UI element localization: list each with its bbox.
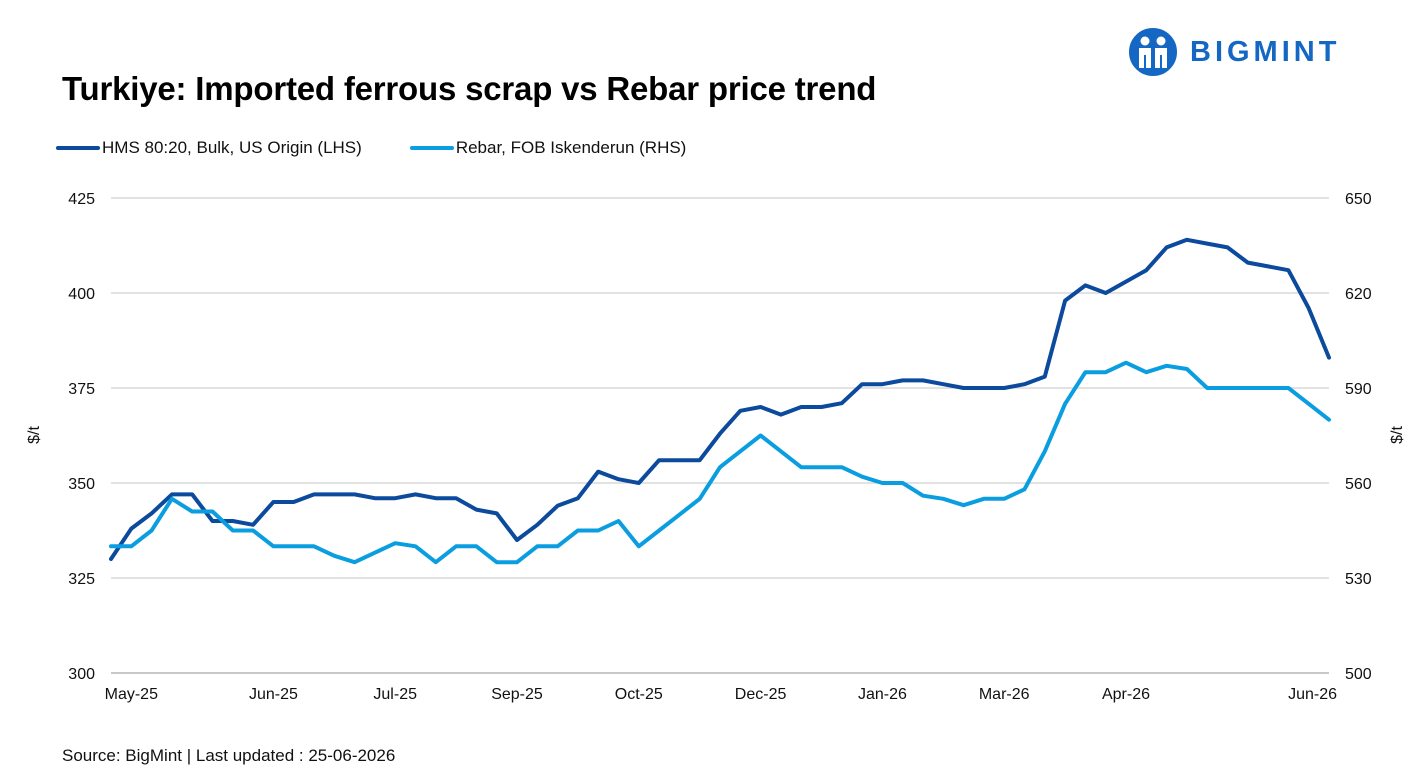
x-tick-label: Dec-25 [735, 686, 787, 703]
bigmint-logo-icon [1129, 28, 1177, 76]
x-tick-label: Mar-26 [979, 686, 1030, 703]
series-lines [109, 237, 1331, 565]
left-axis-ticks: 425 400 375 350 325 300 [68, 191, 95, 683]
legend-label-hms: HMS 80:20, Bulk, US Origin (LHS) [102, 138, 362, 157]
chart-title: Turkiye: Imported ferrous scrap vs Rebar… [62, 70, 877, 107]
brand-logo: BIGMINT [1128, 24, 1340, 80]
right-tick-label: 590 [1345, 381, 1372, 398]
left-tick-label: 300 [68, 666, 95, 683]
right-tick-label: 530 [1345, 571, 1372, 588]
legend-item-hms: HMS 80:20, Bulk, US Origin (LHS) [56, 138, 362, 158]
x-tick-label: Jun-26 [1288, 686, 1337, 703]
source-note: Source: BigMint | Last updated : 25-06-2… [62, 746, 396, 765]
x-tick-label: Sep-25 [491, 686, 543, 703]
series-line-hms [109, 237, 1331, 561]
left-tick-label: 375 [68, 381, 95, 398]
x-tick-label: Jan-26 [858, 686, 907, 703]
legend-item-rebar: Rebar, FOB Iskenderun (RHS) [409, 138, 687, 158]
right-tick-label: 500 [1345, 666, 1372, 683]
brand-logo-text: BIGMINT [1190, 35, 1341, 68]
right-tick-label: 620 [1345, 286, 1372, 303]
legend-label-rebar: Rebar, FOB Iskenderun (RHS) [455, 138, 687, 157]
x-tick-label: Jun-25 [249, 686, 298, 703]
left-tick-label: 350 [68, 476, 95, 493]
x-tick-label: Oct-25 [615, 686, 663, 703]
legend-swatch-hms [56, 146, 100, 150]
right-tick-label: 650 [1345, 191, 1372, 208]
gridlines [111, 197, 1329, 674]
right-axis-ticks: 650 620 590 560 530 500 [1345, 191, 1372, 683]
x-tick-label: May-25 [105, 686, 158, 703]
right-tick-label: 560 [1345, 476, 1372, 493]
x-tick-label: Jul-25 [373, 686, 417, 703]
left-tick-label: 325 [68, 571, 95, 588]
x-tick-label: Apr-26 [1102, 686, 1150, 703]
series-line-rebar [109, 360, 1331, 565]
right-axis-label: $/t [1389, 426, 1406, 444]
chart-legend: HMS 80:20, Bulk, US Origin (LHS) Rebar, … [56, 138, 734, 158]
x-axis-ticks: May-25 Jun-25 Jul-25 Sep-25 Oct-25 Dec-25 Jan-… [105, 686, 1337, 703]
legend-swatch-rebar [409, 146, 454, 150]
left-tick-label: 425 [68, 191, 95, 208]
left-tick-label: 400 [68, 286, 95, 303]
left-axis-label: $/t [26, 426, 43, 444]
